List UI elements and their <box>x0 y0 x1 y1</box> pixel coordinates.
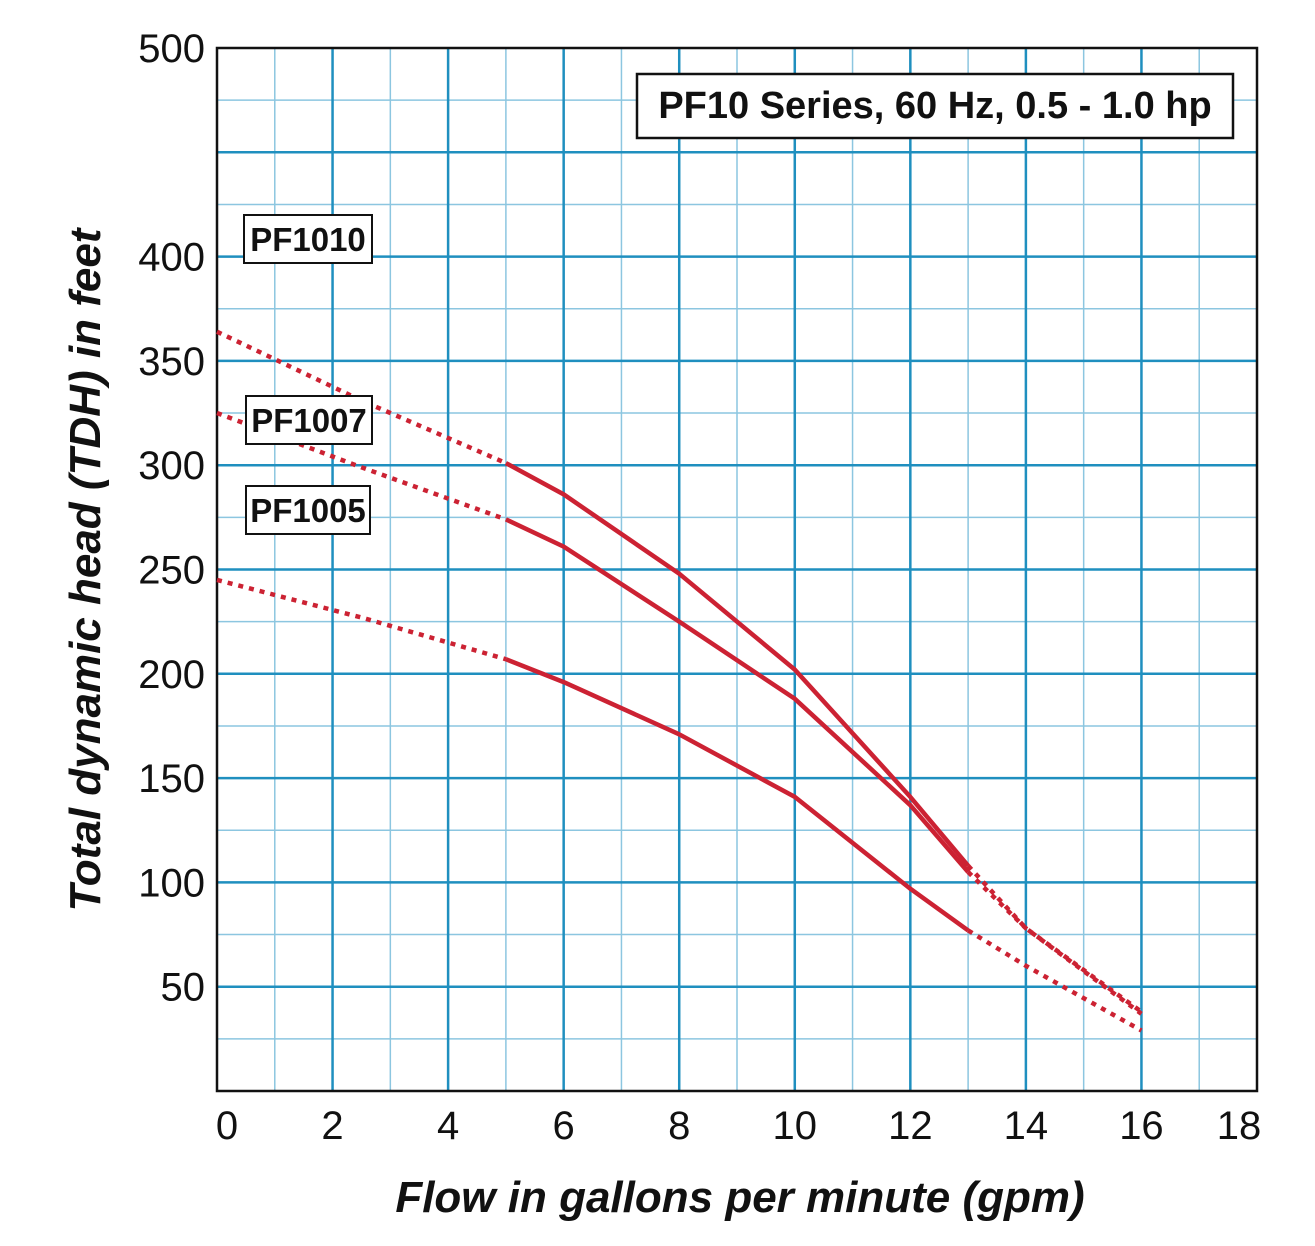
y-tick-label: 300 <box>138 444 205 488</box>
series-line-extrapolated-end <box>966 870 1143 1016</box>
chart-title: PF10 Series, 60 Hz, 0.5 - 1.0 hp <box>658 85 1211 127</box>
y-tick-label: 50 <box>161 966 206 1010</box>
series-lines <box>216 329 1143 1033</box>
x-tick-label: 16 <box>1119 1104 1164 1148</box>
x-tick-label: 6 <box>553 1104 575 1148</box>
axes: 0 2 4 6 8 10 12 14 16 18 50 100 150 200 250 300 350 400 50… <box>138 27 1261 1148</box>
series-line-extrapolated-end <box>966 864 1143 1014</box>
x-tick-label: 10 <box>773 1104 818 1148</box>
x-tick-label: 14 <box>1004 1104 1049 1148</box>
series-label-pf1007: PF1007 <box>245 395 373 445</box>
series-label-text: PF1007 <box>251 402 367 439</box>
y-tick-label: 350 <box>138 340 205 384</box>
x-tick-label: 4 <box>437 1104 459 1148</box>
y-tick-label: 500 <box>138 27 205 71</box>
series-line <box>504 517 970 874</box>
y-tick-label: 150 <box>138 757 205 801</box>
x-axis-title: Flow in gallons per minute (gpm) <box>395 1173 1084 1222</box>
series-line-extrapolated-start <box>216 410 507 522</box>
series-line-extrapolated-start <box>216 329 507 466</box>
series-line <box>505 657 970 933</box>
series-label-text: PF1010 <box>250 221 366 258</box>
chart-title-box: PF10 Series, 60 Hz, 0.5 - 1.0 hp <box>635 72 1235 140</box>
x-tick-label: 0 <box>216 1104 238 1148</box>
series-line-extrapolated-start <box>216 577 507 662</box>
series-label-pf1005: PF1005 <box>245 485 371 535</box>
x-tick-label: 2 <box>321 1104 343 1148</box>
series-line <box>504 461 970 868</box>
x-tick-label: 12 <box>888 1104 933 1148</box>
series-line-extrapolated-end <box>966 928 1143 1033</box>
plot-frame <box>215 46 1259 1093</box>
y-tick-label: 200 <box>138 653 205 697</box>
grid <box>217 48 1257 1091</box>
y-tick-label: 400 <box>138 236 205 280</box>
series-label-pf1010: PF1010 <box>243 214 373 264</box>
x-tick-label: 8 <box>668 1104 690 1148</box>
y-tick-label: 100 <box>138 861 205 905</box>
x-tick-label: 18 <box>1217 1104 1262 1148</box>
y-tick-label: 250 <box>138 549 205 593</box>
series-label-text: PF1005 <box>250 492 366 529</box>
y-axis-title: Total dynamic head (TDH) in feet <box>61 226 110 911</box>
